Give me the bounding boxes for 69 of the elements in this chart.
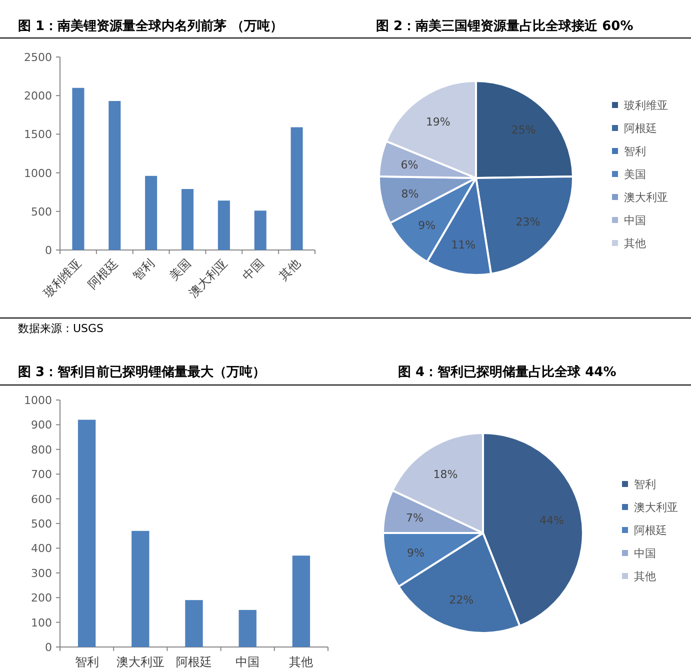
y-tick-label: 900 [31, 418, 52, 432]
data-label: 9% [407, 546, 425, 560]
bar [290, 127, 303, 250]
data-label: 9% [418, 218, 436, 232]
x-tick-label: 阿根廷 [85, 256, 121, 292]
bar [218, 200, 230, 250]
bar [254, 210, 266, 250]
legend-label: 阿根廷 [634, 524, 667, 537]
y-tick-label: 2000 [24, 90, 52, 103]
bar [78, 420, 96, 647]
bar [185, 600, 203, 647]
y-tick-label: 200 [31, 592, 52, 605]
data-label: 8% [401, 188, 419, 201]
legend-label: 其他 [624, 237, 646, 250]
x-tick-label: 澳大利亚 [116, 655, 164, 669]
y-tick-label: 1000 [24, 166, 52, 180]
y-tick-label: 0 [45, 641, 52, 654]
y-tick-label: 300 [31, 566, 52, 580]
x-tick-label: 美国 [166, 256, 194, 284]
source-note: 数据来源：USGS [18, 322, 104, 335]
x-tick-label: 其他 [276, 256, 303, 284]
data-label: 6% [400, 158, 418, 172]
x-tick-label: 中国 [240, 256, 266, 284]
y-tick-label: 1500 [24, 128, 52, 142]
y-tick-label: 800 [31, 443, 52, 456]
data-label: 44% [540, 514, 564, 527]
data-label: 25% [511, 124, 536, 137]
data-label: 22% [449, 594, 474, 607]
legend-label: 其他 [634, 570, 656, 583]
data-label: 11% [451, 238, 476, 252]
bar [145, 176, 158, 250]
bar [132, 530, 150, 647]
data-label: 19% [426, 116, 450, 129]
chart-title: 图 4：智利已探明储量占比全球 44% [398, 364, 616, 380]
data-label: 18% [433, 468, 458, 481]
legend-label: 阿根廷 [624, 122, 657, 135]
data-label: 7% [406, 512, 424, 525]
y-tick-label: 0 [45, 244, 52, 257]
chart-title: 图 2：南美三国锂资源量占比全球接近 60% [376, 18, 634, 34]
legend-label: 中国 [624, 214, 646, 227]
y-tick-label: 1000 [24, 394, 52, 407]
y-tick-label: 500 [31, 518, 52, 530]
x-tick-label: 智利 [130, 256, 158, 284]
legend-label: 智利 [634, 478, 656, 491]
x-tick-label: 其他 [289, 655, 314, 669]
bar [292, 556, 310, 647]
bar [72, 88, 84, 250]
legend-label: 智利 [624, 145, 646, 158]
y-tick-label: 700 [31, 468, 52, 482]
bar [238, 610, 256, 647]
x-tick-label: 阿根廷 [176, 655, 212, 669]
legend-label: 澳大利亚 [624, 191, 668, 204]
legend-label: 澳大利亚 [634, 501, 678, 514]
x-tick-label: 中国 [236, 655, 260, 669]
data-label: 23% [516, 216, 540, 229]
legend-label: 美国 [624, 168, 646, 181]
chart-title: 图 1：南美锂资源量全球内名列前茅 （万吨） [18, 18, 284, 34]
chart-title: 图 3：智利目前已探明锂储量最大（万吨） [18, 364, 266, 380]
y-tick-label: 400 [31, 542, 52, 556]
bar [181, 189, 194, 250]
x-tick-label: 智利 [74, 655, 99, 669]
y-tick-label: 500 [31, 205, 52, 218]
y-tick-label: 2500 [24, 51, 52, 64]
bar [108, 101, 121, 250]
y-tick-label: 100 [31, 616, 52, 630]
legend-label: 玻利维亚 [624, 99, 668, 112]
y-tick-label: 600 [31, 492, 52, 506]
x-tick-label: 玻利维亚 [40, 256, 84, 300]
legend-label: 中国 [634, 547, 656, 560]
